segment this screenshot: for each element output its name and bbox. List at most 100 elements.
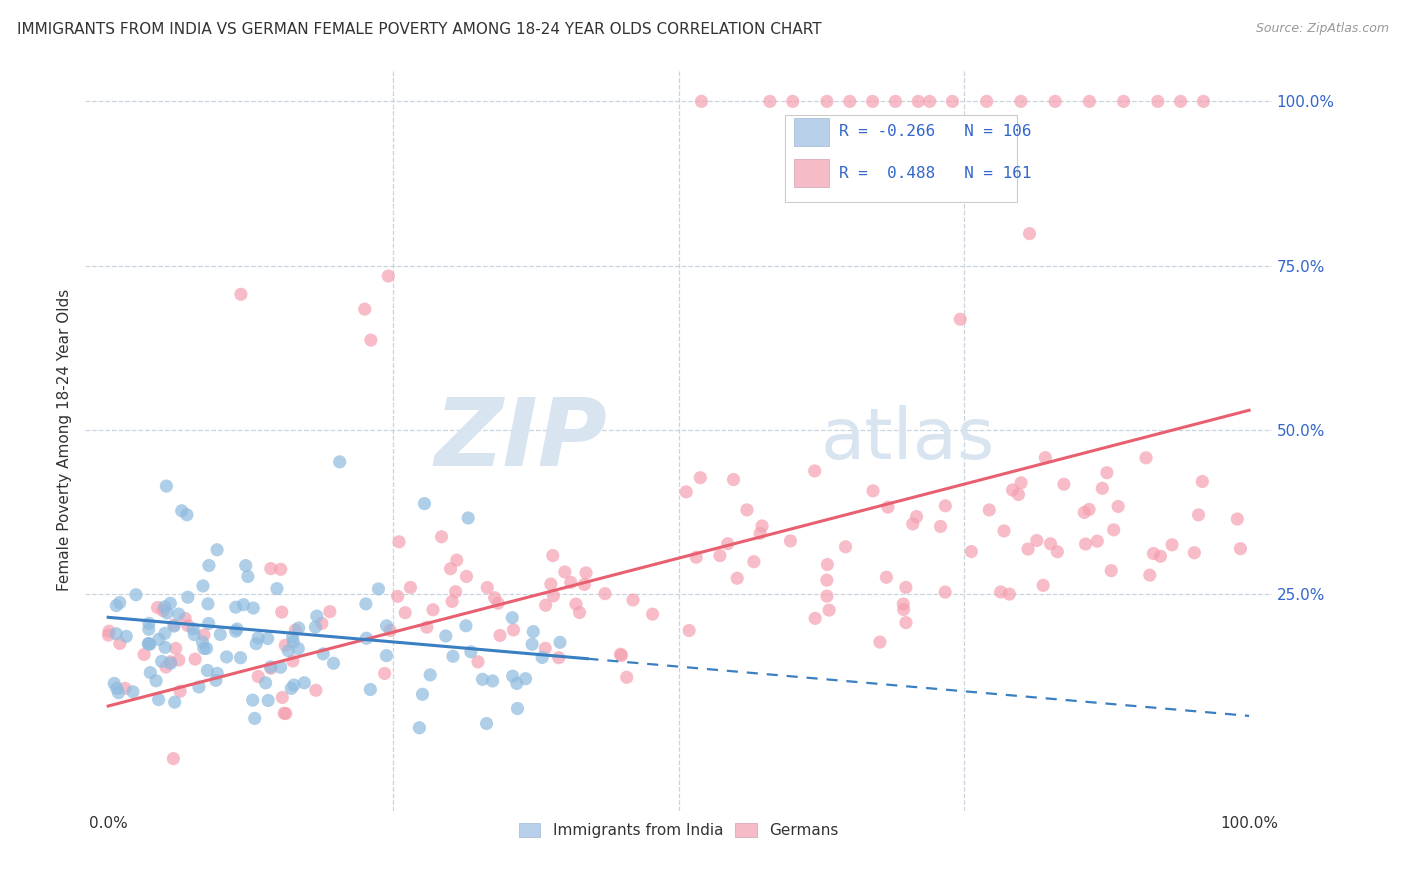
Point xyxy=(138,637,160,651)
Point xyxy=(894,580,917,594)
Point xyxy=(1139,568,1161,582)
Point xyxy=(675,484,697,499)
Point xyxy=(205,673,228,688)
Point xyxy=(174,611,197,625)
Point xyxy=(475,716,498,731)
Point xyxy=(1078,502,1101,516)
Point xyxy=(205,542,228,557)
Point xyxy=(197,616,219,631)
Point xyxy=(531,650,554,665)
Point xyxy=(976,95,998,109)
Point xyxy=(419,668,441,682)
Point xyxy=(377,268,399,283)
FancyBboxPatch shape xyxy=(794,159,830,187)
Point xyxy=(1010,95,1032,109)
Point xyxy=(229,287,252,301)
Point xyxy=(169,684,191,698)
Point xyxy=(439,562,461,576)
FancyBboxPatch shape xyxy=(794,119,830,146)
Point xyxy=(484,591,506,605)
Point xyxy=(1010,475,1032,490)
Point xyxy=(1053,477,1076,491)
Point xyxy=(1074,537,1097,551)
Point xyxy=(322,657,344,671)
Point xyxy=(159,655,181,669)
Point xyxy=(815,573,838,587)
Point xyxy=(1001,483,1024,497)
Point xyxy=(138,616,160,631)
Point xyxy=(1170,95,1192,109)
Point xyxy=(138,622,160,636)
Point xyxy=(884,95,907,109)
Point xyxy=(869,635,891,649)
Point xyxy=(153,626,176,640)
Point xyxy=(534,599,557,613)
Point xyxy=(1161,538,1184,552)
Point xyxy=(159,657,181,671)
Point xyxy=(725,571,748,585)
Point xyxy=(934,585,956,599)
Point xyxy=(803,464,825,478)
Point xyxy=(184,652,207,666)
Point xyxy=(454,619,477,633)
Point xyxy=(501,610,523,624)
Point xyxy=(1229,541,1251,556)
Point xyxy=(502,623,524,637)
Point xyxy=(148,692,170,706)
Point xyxy=(229,650,252,665)
Point xyxy=(457,511,479,525)
Point xyxy=(1085,534,1108,549)
Text: Source: ZipAtlas.com: Source: ZipAtlas.com xyxy=(1256,22,1389,36)
Point xyxy=(245,637,267,651)
Point xyxy=(502,669,524,683)
Point xyxy=(891,597,914,611)
Point xyxy=(292,675,315,690)
Point xyxy=(274,638,297,652)
Point xyxy=(815,95,838,109)
Point xyxy=(815,589,838,603)
Point xyxy=(163,619,186,633)
Point xyxy=(441,649,464,664)
Point xyxy=(193,641,215,656)
Point xyxy=(949,312,972,326)
Point xyxy=(242,601,264,615)
Point xyxy=(893,602,915,616)
Point xyxy=(225,624,247,639)
Point xyxy=(782,95,804,109)
Point xyxy=(520,637,543,651)
Point xyxy=(554,565,576,579)
Point xyxy=(416,620,439,634)
Point xyxy=(413,497,436,511)
Point xyxy=(280,681,302,696)
Point xyxy=(430,530,453,544)
Point xyxy=(543,589,565,603)
Point xyxy=(209,627,232,641)
Point xyxy=(197,597,219,611)
Point xyxy=(105,626,128,640)
Point xyxy=(901,516,924,531)
Point xyxy=(1033,450,1056,465)
Point xyxy=(122,685,145,699)
Point xyxy=(1017,541,1039,556)
Point xyxy=(105,599,128,613)
Point xyxy=(198,558,221,573)
Point xyxy=(281,654,304,668)
Point xyxy=(247,631,270,645)
Y-axis label: Female Poverty Among 18-24 Year Olds: Female Poverty Among 18-24 Year Olds xyxy=(58,289,72,591)
Point xyxy=(167,653,190,667)
Point xyxy=(467,655,489,669)
Point xyxy=(146,600,169,615)
Point xyxy=(547,650,569,665)
Point xyxy=(751,519,773,533)
Point xyxy=(163,618,186,632)
Point xyxy=(979,503,1001,517)
Point xyxy=(990,585,1012,599)
Point xyxy=(815,558,838,572)
Point xyxy=(593,587,616,601)
Point xyxy=(270,605,292,619)
Point xyxy=(329,455,352,469)
Point xyxy=(610,648,633,663)
Point xyxy=(394,606,416,620)
Point xyxy=(779,533,801,548)
Point xyxy=(177,591,200,605)
